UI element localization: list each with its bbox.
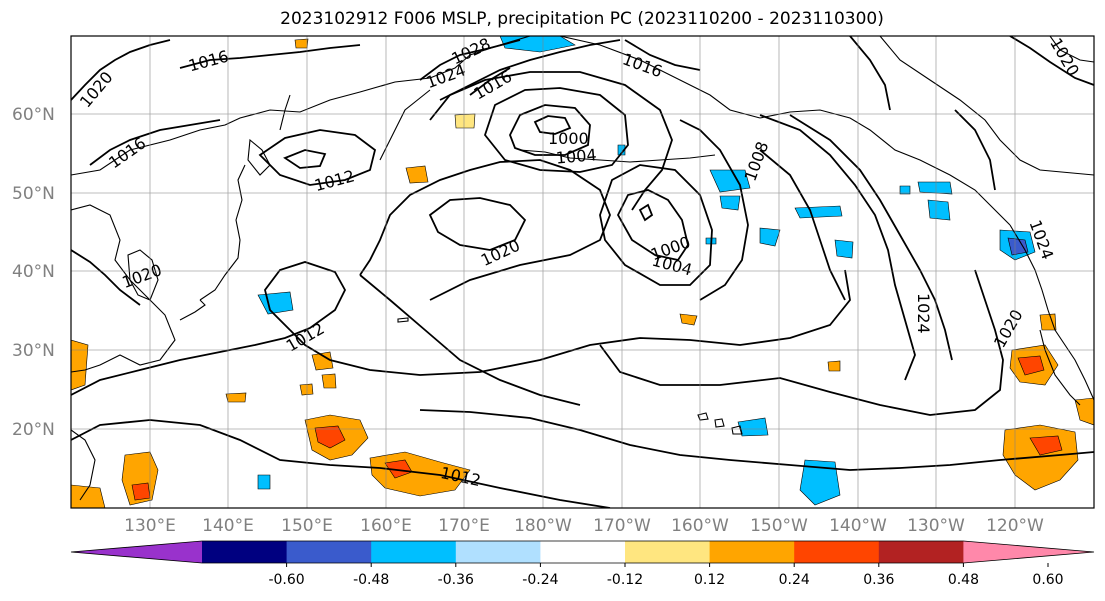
lon-label: 160°W [671, 516, 729, 536]
colorbar-tick-label: -0.12 [607, 572, 643, 588]
colorbar-segment [709, 541, 795, 563]
colorbar-tick-label: 0.36 [863, 572, 894, 588]
lon-label: 130°W [907, 516, 965, 536]
map-frame [70, 35, 1095, 509]
gridlines [71, 36, 1094, 508]
colorbar-segment [202, 541, 288, 563]
colorbar-segment [371, 541, 457, 563]
lat-labels: 60°N 50°N 40°N 30°N 20°N [12, 105, 55, 440]
colorbar-tick-label: -0.36 [438, 572, 474, 588]
lon-label: 150°E [281, 516, 333, 536]
lon-label: 180°W [514, 516, 572, 536]
lon-label: 160°E [360, 516, 412, 536]
precip-positive-areas [71, 38, 1094, 508]
precip-negative-areas [257, 36, 1036, 506]
colorbar-segment [794, 541, 880, 563]
lat-label: 60°N [12, 105, 55, 125]
contour-label: 1004 [555, 145, 597, 167]
colorbar-segment [286, 541, 372, 563]
lat-label: 20°N [12, 420, 55, 440]
colorbar-segment [455, 541, 541, 563]
lon-labels: 130°E 140°E 150°E 160°E 170°E 180°W 170°… [124, 516, 1044, 536]
colorbar-tick-label: 0.24 [779, 572, 810, 588]
lat-label: 50°N [12, 184, 55, 204]
colorbar-extend-low [71, 541, 202, 563]
map-title: 2023102912 F006 MSLP, precipitation PC (… [280, 9, 884, 29]
lon-label: 150°W [750, 516, 808, 536]
lon-label: 140°E [202, 516, 254, 536]
colorbar-tick-label: 0.12 [694, 572, 725, 588]
map-background [71, 36, 1094, 508]
colorbar-tick-label: 0.60 [1032, 572, 1063, 588]
contour-label: 1024 [914, 293, 933, 334]
colorbar-outline [70, 540, 1095, 564]
colorbar-tick-label: 0.48 [948, 572, 979, 588]
lon-label: 120°W [986, 516, 1044, 536]
lon-label: 170°E [438, 516, 490, 536]
colorbar-tick-label: -0.24 [522, 572, 558, 588]
lat-label: 40°N [12, 262, 55, 282]
colorbar-segment [625, 541, 711, 563]
lon-label: 170°W [593, 516, 651, 536]
colorbar-tick-label: -0.60 [268, 572, 304, 588]
colorbar-segment [878, 541, 964, 563]
lon-label: 140°W [829, 516, 887, 536]
colorbar-tick-label: -0.48 [353, 572, 389, 588]
colorbar-extend-high [963, 541, 1094, 563]
colorbar-segment [540, 541, 626, 563]
lat-label: 30°N [12, 341, 55, 361]
contour-label: 1000 [548, 129, 589, 148]
coastlines [71, 36, 1094, 501]
lon-label: 130°E [124, 516, 176, 536]
colorbar: -0.60 -0.48 -0.36 -0.24 -0.12 0.12 0.24 0.36 0.4… [70, 540, 1095, 588]
